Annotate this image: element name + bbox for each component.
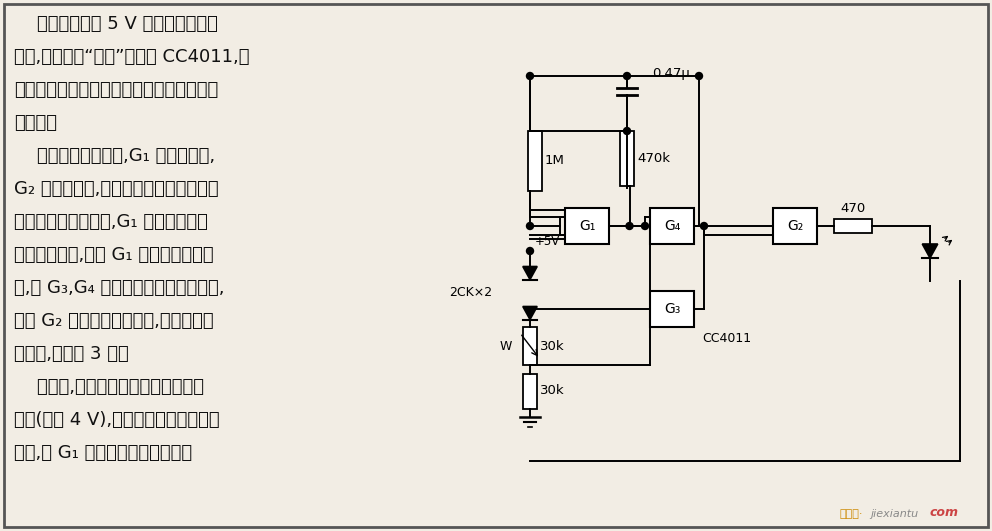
- Text: G₄: G₄: [664, 219, 681, 233]
- Text: 30k: 30k: [540, 384, 564, 398]
- Bar: [834, 219, 872, 233]
- Text: 本电路是一个 5 V 电源的低压报警: 本电路是一个 5 V 电源的低压报警: [14, 15, 218, 33]
- Circle shape: [527, 73, 534, 80]
- Circle shape: [695, 73, 702, 80]
- Bar: [620, 131, 634, 186]
- Text: 用发光二极管指示。电路简单、工作可靠、: 用发光二极管指示。电路简单、工作可靠、: [14, 81, 218, 99]
- Text: 0.47μ: 0.47μ: [652, 66, 689, 80]
- Circle shape: [624, 73, 631, 80]
- Text: 调节时,只需要把电源加上允许的最: 调节时,只需要把电源加上允许的最: [14, 378, 204, 396]
- Polygon shape: [523, 306, 537, 320]
- Text: 电源电压足够高时,G₁ 输出低电平,: 电源电压足够高时,G₁ 输出低电平,: [14, 147, 215, 165]
- Circle shape: [626, 222, 633, 229]
- Text: G₁: G₁: [578, 219, 595, 233]
- Text: com: com: [930, 506, 959, 519]
- Text: 低值(例如 4 V),然后改变电位器动臂的: 低值(例如 4 V),然后改变电位器动臂的: [14, 411, 219, 429]
- Text: 30k: 30k: [540, 339, 564, 353]
- Text: CC4011: CC4011: [702, 332, 751, 346]
- Polygon shape: [923, 244, 937, 258]
- Text: W: W: [500, 339, 512, 353]
- Text: 2CK×2: 2CK×2: [448, 287, 492, 299]
- Text: 位置,使 G₁ 的输出刚好翻转即可。: 位置,使 G₁ 的输出刚好翻转即可。: [14, 444, 192, 462]
- Text: G₃: G₃: [664, 302, 681, 316]
- Text: 是,由 G₃,G₄ 组成的振荡器产生的脉冲,: 是,由 G₃,G₄ 组成的振荡器产生的脉冲,: [14, 279, 224, 297]
- Text: G₂ 输出高电平,点亮发光二极管。当电源: G₂ 输出高电平,点亮发光二极管。当电源: [14, 180, 218, 198]
- Text: 功耗低。: 功耗低。: [14, 114, 57, 132]
- Polygon shape: [523, 267, 537, 279]
- Bar: [523, 373, 537, 408]
- Bar: [528, 131, 542, 191]
- Bar: [773, 208, 817, 244]
- Bar: [523, 327, 537, 365]
- Text: G₂: G₂: [787, 219, 804, 233]
- Text: +5V: +5V: [535, 235, 560, 248]
- Text: 电压下降到设定值时,G₁ 的一个输入端: 电压下降到设定值时,G₁ 的一个输入端: [14, 213, 208, 231]
- Bar: [650, 291, 694, 327]
- Bar: [650, 208, 694, 244]
- Circle shape: [527, 247, 534, 254]
- Circle shape: [624, 127, 631, 134]
- Text: 桔线图·: 桔线图·: [840, 509, 863, 519]
- Circle shape: [700, 222, 707, 229]
- Text: 电路,仅用一块“与非”门电路 CC4011,并: 电路,仅用一块“与非”门电路 CC4011,并: [14, 48, 250, 66]
- Circle shape: [527, 222, 534, 229]
- Text: 1M: 1M: [545, 155, 564, 167]
- Bar: [565, 208, 609, 244]
- Text: 470k: 470k: [637, 152, 670, 165]
- Text: jiexiantu: jiexiantu: [870, 509, 919, 519]
- Text: 470: 470: [840, 202, 866, 215]
- Text: 变成了低电压,所以 G₁ 输出高电平。于: 变成了低电压,所以 G₁ 输出高电平。于: [14, 246, 213, 264]
- Text: 通过 G₂ 使发光二极管闪光,频率为振荡: 通过 G₂ 使发光二极管闪光,频率为振荡: [14, 312, 213, 330]
- Text: 器频率,约每秒 3 次。: 器频率,约每秒 3 次。: [14, 345, 129, 363]
- Circle shape: [642, 222, 649, 229]
